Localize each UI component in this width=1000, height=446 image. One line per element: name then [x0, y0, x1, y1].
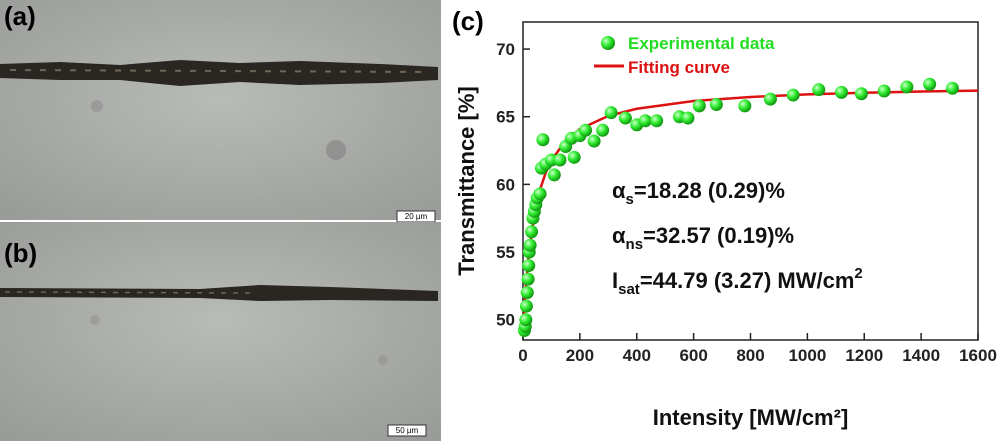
fit-line [521, 89, 979, 332]
panel-label: (c) [452, 6, 484, 36]
data-point [587, 134, 601, 148]
y-tick-label: 65 [496, 108, 515, 127]
annotation-superscript: 2 [854, 265, 862, 282]
annotation-text: =32.57 (0.19)% [643, 223, 794, 248]
annotation: Isat=44.79 (3.27) MW/cm2 [612, 265, 863, 298]
x-axis-label: Intensity [MW/cm²] [653, 405, 849, 430]
annotation-subscript: s [626, 191, 634, 208]
data-point [763, 92, 777, 106]
data-point [738, 99, 752, 113]
data-point [786, 88, 800, 102]
y-axis-label: Transmittance [%] [454, 86, 479, 276]
data-point [618, 111, 632, 125]
legend-label: Experimental data [628, 34, 775, 53]
data-point [681, 111, 695, 125]
x-tick-label: 1200 [845, 346, 883, 365]
data-point [692, 99, 706, 113]
data-point [923, 77, 937, 91]
data-point [519, 313, 533, 327]
data-point [579, 123, 593, 137]
data-point [567, 150, 581, 164]
data-point [650, 114, 664, 128]
y-tick-label: 60 [496, 175, 515, 194]
annotation-symbol: α [612, 178, 626, 203]
data-point [835, 85, 848, 99]
x-tick-label: 1400 [902, 346, 940, 365]
data-point [604, 106, 618, 120]
data-point [638, 114, 652, 128]
data-point [877, 84, 891, 98]
scale-bar: 50 µm [396, 426, 419, 435]
annotation-symbol: α [612, 223, 626, 248]
x-tick-label: 800 [736, 346, 764, 365]
data-point [945, 81, 959, 95]
annotation-subscript: sat [618, 281, 640, 298]
scale-bar: 20 µm [405, 212, 428, 221]
data-point [523, 238, 537, 252]
data-point [553, 153, 567, 167]
annotation-subscript: ns [626, 236, 644, 253]
x-tick-label: 200 [566, 346, 594, 365]
data-point [812, 83, 826, 97]
x-tick-label: 1000 [788, 346, 826, 365]
data-point [596, 123, 610, 137]
data-point [533, 187, 547, 201]
legend-marker [601, 36, 615, 50]
data-point [709, 98, 723, 112]
annotation-symbol: I [612, 268, 618, 293]
data-point [521, 272, 535, 286]
y-tick-label: 70 [496, 40, 515, 59]
x-tick-label: 1600 [959, 346, 997, 365]
micrograph-b: 50 µm (b) [0, 222, 441, 441]
data-point [525, 225, 539, 239]
panel-label: (a) [4, 1, 36, 31]
annotation-text: =44.79 (3.27) MW/cm [640, 268, 855, 293]
data-point [547, 168, 561, 182]
annotation-text: =18.28 (0.29)% [634, 178, 785, 203]
data-point [520, 286, 534, 300]
annotation: αns=32.57 (0.19)% [612, 223, 794, 253]
y-tick-label: 50 [496, 311, 515, 330]
x-tick-label: 0 [518, 346, 527, 365]
data-point [519, 299, 533, 313]
micrograph-a: 20 µm (a) [0, 0, 441, 223]
legend-label: Fitting curve [628, 58, 730, 77]
x-tick-label: 400 [623, 346, 651, 365]
annotation: αs=18.28 (0.29)% [612, 178, 785, 208]
chart: (c) 0 200 400 600 800 1000 1200 1400 1600 50 55 60 6… [452, 6, 997, 430]
panel-label: (b) [4, 238, 37, 268]
data-point [536, 133, 550, 147]
y-tick-label: 55 [496, 243, 515, 262]
x-tick-label: 600 [679, 346, 707, 365]
data-point [854, 87, 868, 101]
data-point [900, 80, 914, 94]
data-point [522, 259, 536, 273]
